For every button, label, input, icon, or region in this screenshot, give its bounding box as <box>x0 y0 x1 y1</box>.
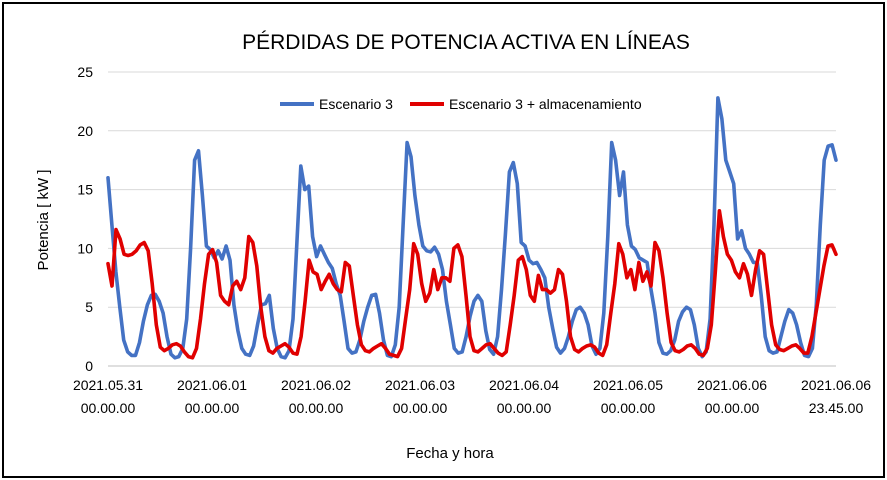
y-tick-label: 25 <box>77 64 93 80</box>
y-tick-label: 5 <box>85 299 93 315</box>
y-tick-label: 10 <box>77 240 93 256</box>
x-tick-label-date: 2021.06.03 <box>385 377 455 393</box>
x-tick-label-date: 2021.06.06 <box>697 377 767 393</box>
x-tick-label-time: 00.00.00 <box>393 400 448 416</box>
x-tick-label-time: 00.00.00 <box>601 400 656 416</box>
y-tick-label: 20 <box>77 123 93 139</box>
y-tick-label: 15 <box>77 182 93 198</box>
x-tick-label-time: 00.00.00 <box>289 400 344 416</box>
legend-label-escenario-3: Escenario 3 <box>319 96 393 112</box>
x-tick-label-time: 00.00.00 <box>497 400 552 416</box>
x-tick-label-date: 2021.06.01 <box>177 377 247 393</box>
grid-lines <box>108 71 836 367</box>
chart-title: PÉRDIDAS DE POTENCIA ACTIVA EN LÍNEAS <box>242 31 690 54</box>
x-axis-ticks: 2021.05.31 00.00.00 2021.06.01 00.00.00 2021… <box>73 377 871 416</box>
series-lines <box>106 96 838 360</box>
legend-label-escenario-3-almacenamiento: Escenario 3 + almacenamiento <box>449 96 642 112</box>
x-tick-label-date: 2021.05.31 <box>73 377 143 393</box>
series-line-escenario-3 <box>106 96 838 360</box>
x-tick-label-date: 2021.06.05 <box>593 377 663 393</box>
x-tick-label-time: 23.45.00 <box>809 400 864 416</box>
x-tick-label-date: 2021.06.04 <box>489 377 559 393</box>
x-tick-label-date: 2021.06.06 <box>801 377 871 393</box>
y-tick-label: 0 <box>85 358 93 374</box>
series-line-escenario-3-almacenamiento <box>106 209 838 360</box>
y-axis-label: Potencia [ kW ] <box>35 170 52 271</box>
x-tick-label-time: 00.00.00 <box>705 400 760 416</box>
x-axis-label: Fecha y hora <box>406 445 494 462</box>
y-axis-ticks: 0 5 10 15 20 25 <box>77 64 93 374</box>
x-tick-label-time: 00.00.00 <box>81 400 136 416</box>
x-tick-label-date: 2021.06.02 <box>281 377 351 393</box>
x-tick-label-time: 00.00.00 <box>185 400 240 416</box>
legend: Escenario 3 Escenario 3 + almacenamiento <box>280 96 642 112</box>
